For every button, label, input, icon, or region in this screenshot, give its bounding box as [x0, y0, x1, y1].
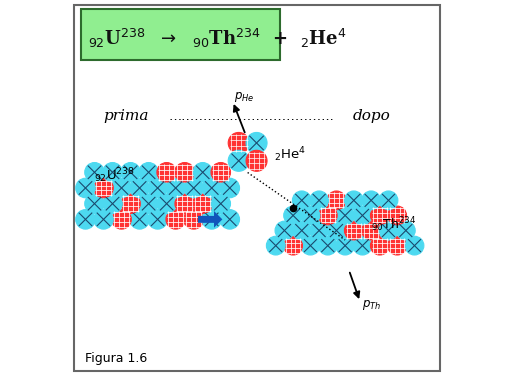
Circle shape — [228, 132, 249, 153]
Circle shape — [103, 194, 122, 213]
Circle shape — [157, 162, 176, 182]
FancyBboxPatch shape — [81, 9, 280, 60]
Circle shape — [301, 236, 320, 255]
Circle shape — [336, 206, 355, 225]
Circle shape — [246, 132, 267, 153]
Circle shape — [246, 150, 267, 171]
Text: dopo: dopo — [353, 109, 390, 123]
Circle shape — [275, 221, 294, 240]
Circle shape — [318, 206, 337, 225]
Text: $_{92}$U$^{238}$  $\rightarrow$  $_{90}$Th$^{234}$  +  $_{2}$He$^{4}$: $_{92}$U$^{238}$ $\rightarrow$ $_{90}$Th… — [88, 27, 347, 50]
Circle shape — [388, 236, 407, 255]
Circle shape — [344, 221, 363, 240]
Circle shape — [184, 210, 204, 229]
Circle shape — [284, 236, 302, 255]
Circle shape — [85, 194, 104, 213]
Circle shape — [310, 191, 328, 210]
Text: $_{2}$He$^{4}$: $_{2}$He$^{4}$ — [274, 146, 306, 164]
Text: $p_{He}$: $p_{He}$ — [234, 90, 255, 104]
Circle shape — [292, 221, 311, 240]
Circle shape — [301, 206, 320, 225]
Circle shape — [175, 162, 194, 182]
Circle shape — [362, 191, 380, 210]
Circle shape — [202, 210, 222, 229]
Circle shape — [379, 221, 398, 240]
Circle shape — [85, 162, 104, 182]
Circle shape — [94, 178, 113, 198]
Circle shape — [388, 206, 407, 225]
Circle shape — [396, 221, 415, 240]
Circle shape — [228, 150, 249, 171]
Text: $_{92}$U$^{238}$: $_{92}$U$^{238}$ — [94, 166, 135, 185]
Circle shape — [157, 194, 176, 213]
Text: $p_{Th}$: $p_{Th}$ — [362, 298, 381, 312]
Circle shape — [211, 162, 230, 182]
Circle shape — [353, 236, 372, 255]
Circle shape — [112, 210, 131, 229]
Circle shape — [284, 206, 302, 225]
Circle shape — [220, 178, 240, 198]
Circle shape — [371, 236, 389, 255]
Circle shape — [211, 194, 230, 213]
Circle shape — [166, 178, 186, 198]
Circle shape — [139, 194, 158, 213]
Circle shape — [336, 236, 355, 255]
Circle shape — [130, 178, 150, 198]
Circle shape — [405, 236, 424, 255]
Circle shape — [362, 221, 380, 240]
Circle shape — [327, 221, 346, 240]
Circle shape — [148, 178, 168, 198]
Circle shape — [94, 210, 113, 229]
Circle shape — [130, 210, 150, 229]
Circle shape — [112, 178, 131, 198]
Circle shape — [103, 162, 122, 182]
Text: ………………………………..: ……………………………….. — [169, 110, 335, 123]
Text: $_{90}$Th$^{234}$: $_{90}$Th$^{234}$ — [372, 215, 417, 234]
Circle shape — [193, 194, 212, 213]
Text: prima: prima — [103, 109, 149, 123]
Circle shape — [371, 206, 389, 225]
Circle shape — [344, 191, 363, 210]
Circle shape — [139, 162, 158, 182]
Circle shape — [220, 210, 240, 229]
Circle shape — [121, 194, 140, 213]
Circle shape — [166, 210, 186, 229]
Circle shape — [202, 178, 222, 198]
Circle shape — [184, 178, 204, 198]
Circle shape — [266, 236, 285, 255]
Circle shape — [318, 236, 337, 255]
Circle shape — [175, 194, 194, 213]
Circle shape — [327, 191, 346, 210]
Circle shape — [292, 191, 311, 210]
Circle shape — [193, 162, 212, 182]
Circle shape — [353, 206, 372, 225]
Circle shape — [148, 210, 168, 229]
Circle shape — [379, 191, 398, 210]
Text: Figura 1.6: Figura 1.6 — [84, 352, 147, 365]
Circle shape — [76, 178, 95, 198]
Circle shape — [310, 221, 328, 240]
Circle shape — [121, 162, 140, 182]
Circle shape — [76, 210, 95, 229]
